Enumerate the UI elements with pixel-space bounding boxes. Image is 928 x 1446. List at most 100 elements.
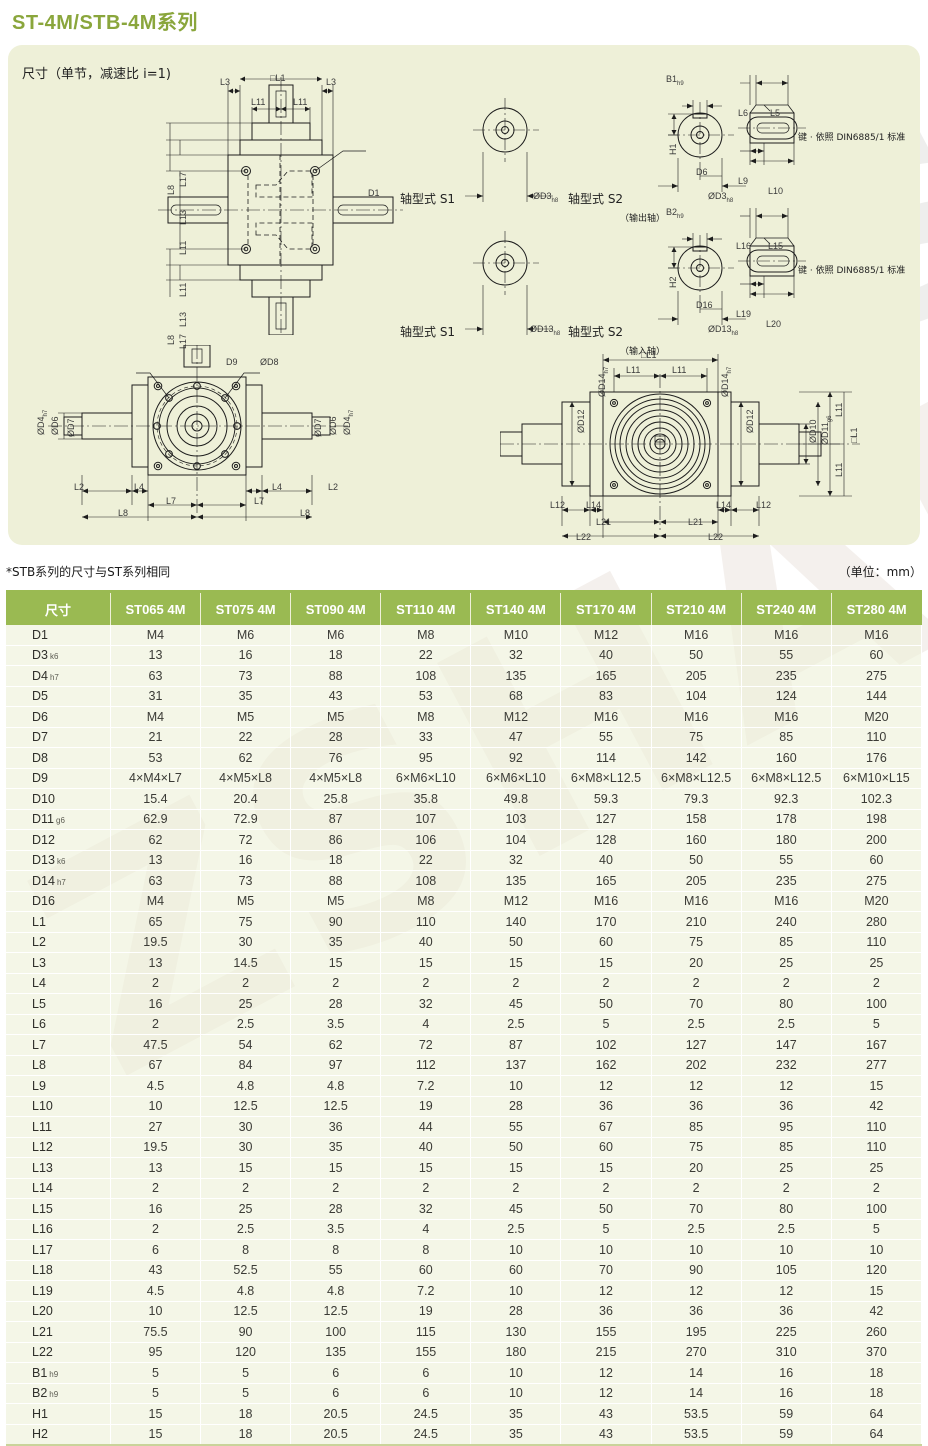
table-cell: 115 bbox=[380, 1321, 472, 1343]
table-cell: 50 bbox=[651, 645, 742, 666]
table-head: 尺寸 ST065 4M ST075 4M ST090 4M ST110 4M S… bbox=[6, 593, 922, 625]
dim-l20: L20 bbox=[766, 319, 782, 329]
table-cell: 2 bbox=[741, 973, 832, 994]
table-cell: 62 bbox=[110, 829, 202, 851]
table-cell: 2 bbox=[110, 1219, 202, 1240]
table-cell: 205 bbox=[651, 870, 742, 892]
table-cell: 20 bbox=[651, 1157, 742, 1179]
table-row: D5 31 35 43 53 68 83 104 124 144 bbox=[6, 686, 923, 707]
table-cell: 47 bbox=[470, 727, 562, 748]
row-label-d13: D13 k6 bbox=[6, 850, 111, 871]
table-row: L11 27 30 36 44 55 67 85 95 110 bbox=[6, 1116, 923, 1138]
table-cell: M16 bbox=[651, 706, 742, 728]
table-cell: 67 bbox=[560, 1116, 652, 1138]
dim-l12-right: L12 bbox=[756, 500, 772, 510]
table-row: L6 2 2.5 3.5 4 2.5 5 2.5 2.5 5 bbox=[6, 1014, 923, 1035]
table-cell: 12 bbox=[651, 1075, 742, 1097]
table-cell: 15 bbox=[380, 952, 472, 974]
tolerance-mark: h7 bbox=[49, 672, 59, 682]
dim-b1: B1h9 bbox=[666, 74, 684, 87]
dim-l11-a: L11 bbox=[251, 97, 266, 107]
dim-od11: ØD11g6 bbox=[820, 415, 833, 445]
table-cell: 14 bbox=[651, 1362, 742, 1384]
table-cell: 12.5 bbox=[290, 1096, 382, 1117]
table-cell: M4 bbox=[110, 625, 202, 646]
table-cell: 10 bbox=[470, 1239, 562, 1261]
dim-l11-br-c: L11 bbox=[834, 402, 844, 417]
row-label-l22: L22 bbox=[6, 1342, 111, 1363]
row-label-d10: D10 bbox=[6, 788, 111, 810]
dim-l1-br-side: □L1 bbox=[849, 427, 859, 443]
table-cell: 2.5 bbox=[200, 1219, 292, 1240]
table-cell: 4.5 bbox=[110, 1280, 202, 1302]
table-cell: 24.5 bbox=[380, 1424, 472, 1444]
table-cell: 6×M6×L10 bbox=[470, 768, 562, 789]
dim-od13-b: ØD13h8 bbox=[708, 324, 739, 337]
dim-l4-right: L4 bbox=[272, 482, 283, 492]
table-cell: 235 bbox=[741, 665, 832, 687]
spec-table-container: 尺寸 ST065 4M ST075 4M ST090 4M ST110 4M S… bbox=[6, 590, 923, 1446]
table-cell: 35.8 bbox=[380, 788, 472, 810]
dim-l8-bot: L8 bbox=[166, 334, 176, 345]
table-cell: 280 bbox=[831, 911, 923, 933]
table-cell: 10 bbox=[470, 1075, 562, 1097]
table-cell: 8 bbox=[200, 1239, 292, 1261]
table-cell: 95 bbox=[380, 747, 472, 769]
table-cell: 2 bbox=[831, 1178, 923, 1199]
table-row: L5 16 25 28 32 45 50 70 80 100 bbox=[6, 993, 923, 1015]
table-cell: 55 bbox=[741, 850, 832, 871]
row-label-b1: B1 h9 bbox=[6, 1362, 111, 1384]
row-label-l16: L16 bbox=[6, 1219, 111, 1240]
row-label-l1: L1 bbox=[6, 911, 111, 933]
table-cell: 55 bbox=[470, 1116, 562, 1138]
table-cell: 30 bbox=[200, 1116, 292, 1138]
table-cell: 92 bbox=[470, 747, 562, 769]
table-cell: 2 bbox=[110, 1014, 202, 1035]
table-cell: 104 bbox=[470, 829, 562, 851]
table-cell: 102 bbox=[560, 1034, 652, 1056]
table-row: D13 k6 13 16 18 22 32 40 50 55 60 bbox=[6, 850, 923, 871]
dim-l10: L10 bbox=[768, 186, 784, 196]
table-cell: 15 bbox=[560, 1157, 652, 1179]
table-cell: 40 bbox=[380, 932, 472, 953]
table-row: L9 4.5 4.8 4.8 7.2 10 12 12 12 15 bbox=[6, 1075, 923, 1097]
table-cell: 90 bbox=[651, 1260, 742, 1281]
table-cell: 31 bbox=[110, 686, 202, 707]
dim-l4-left: L4 bbox=[134, 482, 145, 492]
dim-od12-left: ØD12 bbox=[576, 409, 586, 433]
table-cell: 13 bbox=[110, 1157, 202, 1179]
dim-l2-left: L2 bbox=[74, 482, 85, 492]
table-cell: 155 bbox=[560, 1321, 652, 1343]
dim-l7-left: L7 bbox=[166, 496, 177, 506]
note-row: *STB系列的尺寸与ST系列相同 （单位：mm） bbox=[6, 563, 922, 580]
table-cell: M10 bbox=[470, 625, 562, 646]
table-cell: 22 bbox=[200, 727, 292, 748]
table-cell: 35 bbox=[470, 1403, 562, 1425]
table-cell: 88 bbox=[290, 870, 382, 892]
row-label-d4: D4 h7 bbox=[6, 665, 111, 687]
dim-l21-right: L21 bbox=[688, 517, 704, 527]
dim-l11-br-d: L11 bbox=[834, 462, 844, 477]
row-label-l15: L15 bbox=[6, 1198, 111, 1220]
table-cell: 5 bbox=[110, 1383, 202, 1404]
table-cell: 370 bbox=[831, 1342, 923, 1363]
table-cell: 140 bbox=[470, 911, 562, 933]
column-header-st110: ST110 4M bbox=[380, 593, 472, 625]
table-cell: 110 bbox=[831, 932, 923, 953]
table-cell: 36 bbox=[560, 1301, 652, 1322]
table-row: H2 15 18 20.5 24.5 35 43 53.5 59 64 bbox=[6, 1424, 923, 1444]
dim-od13: ØD13h8 bbox=[530, 324, 561, 337]
dim-h2: H2 bbox=[668, 276, 678, 288]
column-header-dimension: 尺寸 bbox=[6, 593, 111, 625]
table-cell: 103 bbox=[470, 809, 562, 830]
table-cell: 270 bbox=[651, 1342, 742, 1363]
table-cell: M12 bbox=[470, 706, 562, 728]
table-cell: 275 bbox=[831, 665, 923, 687]
dim-l11-br-a: L11 bbox=[626, 365, 641, 375]
table-cell: 53 bbox=[380, 686, 472, 707]
table-row: L16 2 2.5 3.5 4 2.5 5 2.5 2.5 5 bbox=[6, 1219, 923, 1240]
table-cell: 60 bbox=[560, 1137, 652, 1158]
column-header-st280: ST280 4M bbox=[831, 593, 922, 625]
table-cell: 7.2 bbox=[380, 1075, 472, 1097]
table-cell: 55 bbox=[741, 645, 832, 666]
